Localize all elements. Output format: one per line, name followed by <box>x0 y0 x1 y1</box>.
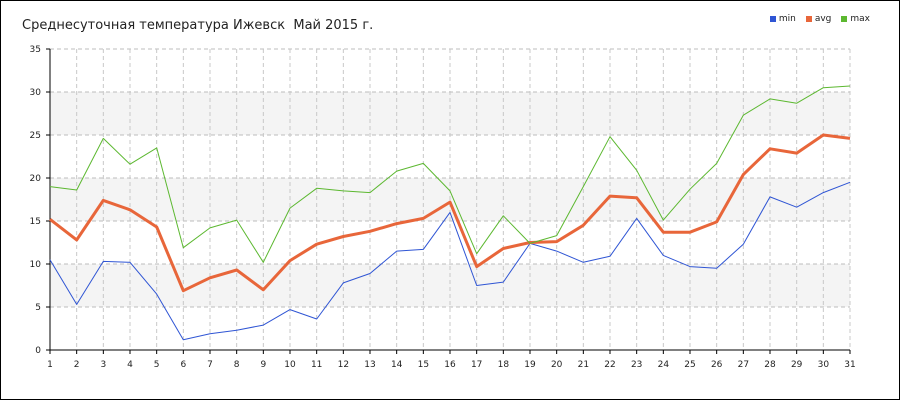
x-tick-label: 30 <box>818 360 830 370</box>
legend-label-max: max <box>850 14 870 24</box>
x-tick-label: 3 <box>100 360 106 370</box>
x-tick-label: 26 <box>711 360 723 370</box>
x-tick-label: 10 <box>284 360 296 370</box>
legend-label-avg: avg <box>814 14 832 24</box>
x-tick-label: 8 <box>234 360 240 370</box>
series-line-max <box>49 85 851 263</box>
legend-swatch-max <box>841 16 848 22</box>
x-tick-label: 24 <box>658 360 670 370</box>
grid-band <box>50 264 850 307</box>
x-tick-label: 16 <box>444 360 456 370</box>
x-tick-label: 12 <box>338 360 349 370</box>
y-tick-label: 35 <box>30 45 41 55</box>
legend-item-avg: avg <box>805 14 832 24</box>
legend-swatch-min <box>769 16 776 22</box>
x-tick-label: 13 <box>364 360 375 370</box>
x-tick-label: 18 <box>498 360 510 370</box>
x-tick-label: 9 <box>260 360 266 370</box>
y-tick-label: 25 <box>30 131 41 141</box>
x-tick-label: 11 <box>311 360 322 370</box>
chart-title: Среднесуточная температура Ижевск Май 20… <box>22 18 374 33</box>
x-tick-label: 19 <box>524 360 536 370</box>
y-tick-label: 15 <box>30 217 41 227</box>
x-tick-label: 22 <box>604 360 615 370</box>
x-tick-label: 23 <box>631 360 642 370</box>
x-tick-label: 28 <box>764 360 776 370</box>
series-line-avg <box>49 133 851 293</box>
y-tick-label: 0 <box>35 346 41 356</box>
legend-item-max: max <box>841 14 870 24</box>
legend-item-min: min <box>769 14 796 24</box>
x-tick-label: 27 <box>738 360 749 370</box>
x-tick-label: 17 <box>471 360 482 370</box>
x-tick-label: 21 <box>578 360 589 370</box>
series-line-min <box>49 181 851 341</box>
x-tick-label: 29 <box>791 360 803 370</box>
x-tick-label: 14 <box>391 360 403 370</box>
y-tick-label: 10 <box>30 260 42 270</box>
x-tick-label: 20 <box>551 360 563 370</box>
x-tick-label: 4 <box>127 360 133 370</box>
x-tick-label: 7 <box>207 360 213 370</box>
x-tick-label: 5 <box>154 360 160 370</box>
legend-label-min: min <box>778 14 796 24</box>
x-tick-label: 31 <box>844 360 855 370</box>
y-tick-label: 20 <box>30 174 42 184</box>
y-tick-label: 30 <box>30 88 42 98</box>
x-tick-label: 6 <box>180 360 186 370</box>
x-tick-label: 1 <box>47 360 53 370</box>
x-tick-label: 15 <box>418 360 429 370</box>
legend-swatch-avg <box>805 16 812 22</box>
x-tick-label: 2 <box>74 360 80 370</box>
x-tick-label: 25 <box>684 360 695 370</box>
y-tick-label: 5 <box>35 303 41 313</box>
legend: min avg max <box>769 14 870 24</box>
